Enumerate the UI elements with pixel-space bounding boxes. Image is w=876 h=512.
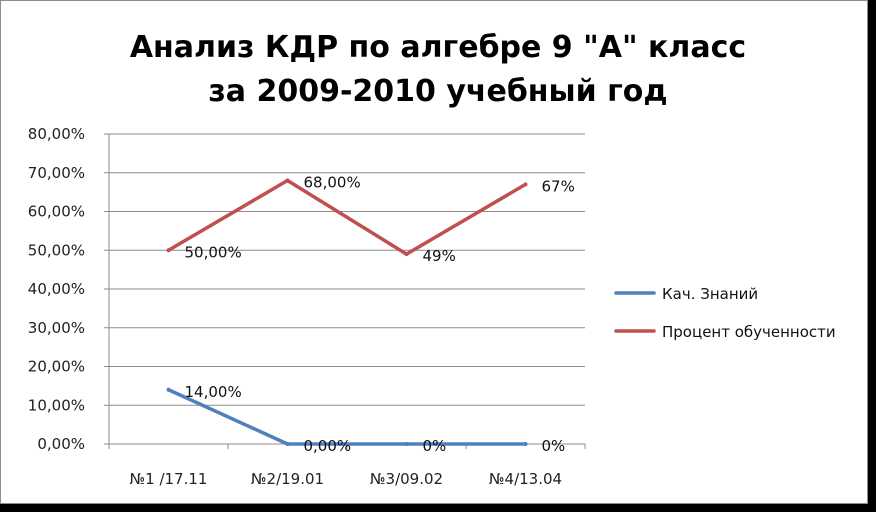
data-point	[404, 252, 409, 257]
legend-label: Кач. Знаний	[662, 285, 758, 303]
data-label: 0%	[423, 437, 447, 455]
x-tick-label: №1 /17.11	[130, 470, 208, 488]
series-line	[166, 388, 528, 446]
data-point	[404, 442, 409, 446]
series-line	[166, 178, 528, 256]
data-point	[285, 442, 290, 446]
x-tick-label: №3/09.02	[370, 470, 443, 488]
y-tick-label: 30,00%	[28, 319, 85, 337]
y-tick-label: 0,00%	[37, 435, 85, 453]
chart-frame: Анализ КДР по алгебре 9 "А" класс за 200…	[0, 0, 868, 504]
y-tick-label: 60,00%	[28, 203, 85, 221]
data-point	[285, 178, 290, 183]
line-chart: Анализ КДР по алгебре 9 "А" класс за 200…	[28, 30, 836, 488]
y-tick-label: 50,00%	[28, 241, 85, 259]
data-label: 0%	[542, 437, 566, 455]
data-point	[523, 182, 528, 187]
data-label: 49%	[423, 247, 456, 265]
y-tick-label: 80,00%	[28, 125, 85, 143]
x-tick-label: №2/19.01	[251, 470, 324, 488]
data-label: 0,00%	[304, 437, 352, 455]
x-tick-label: №4/13.04	[489, 470, 562, 488]
data-point	[166, 248, 171, 253]
y-tick-label: 70,00%	[28, 164, 85, 182]
data-label: 68,00%	[304, 174, 361, 192]
data-label: 14,00%	[185, 383, 242, 401]
data-label: 67%	[542, 177, 575, 195]
data-point	[166, 387, 171, 392]
y-tick-label: 20,00%	[28, 358, 85, 376]
chart-title-line-1: Анализ КДР по алгебре 9 "А" класс	[130, 30, 746, 65]
legend-label: Процент обученности	[662, 323, 836, 341]
y-tick-label: 40,00%	[28, 280, 85, 298]
chart-title-line-2: за 2009-2010 учебный год	[208, 74, 667, 109]
data-label: 50,00%	[185, 243, 242, 261]
y-tick-label: 10,00%	[28, 396, 85, 414]
data-point	[523, 442, 528, 446]
